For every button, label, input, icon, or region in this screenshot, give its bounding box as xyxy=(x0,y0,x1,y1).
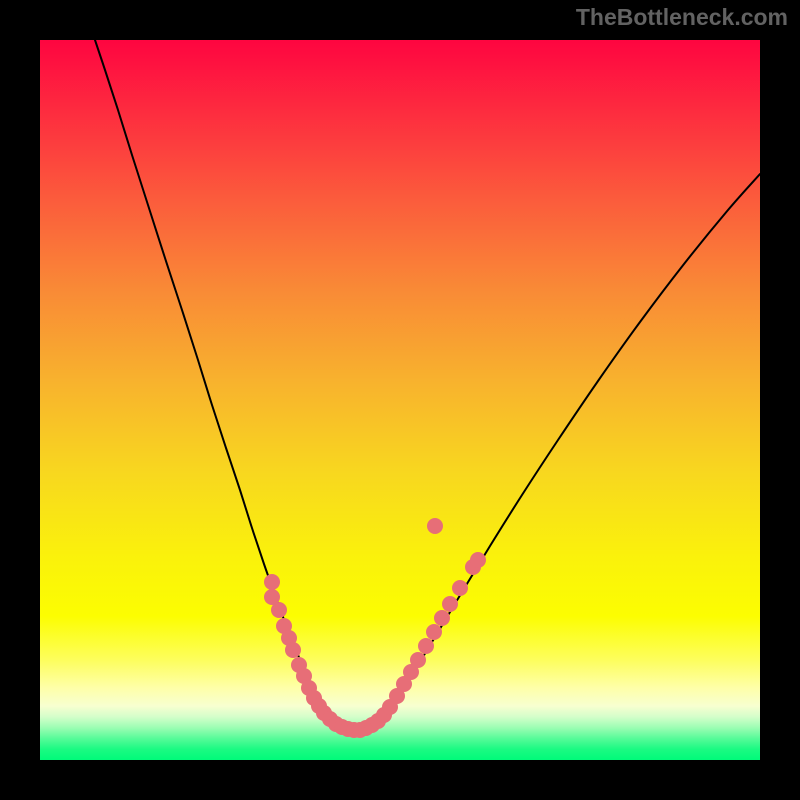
data-point xyxy=(434,610,450,626)
data-point xyxy=(452,580,468,596)
data-point xyxy=(410,652,426,668)
data-point xyxy=(264,574,280,590)
data-point xyxy=(285,642,301,658)
watermark-text: TheBottleneck.com xyxy=(576,4,788,31)
dot-cluster xyxy=(264,518,486,738)
data-point xyxy=(271,602,287,618)
curve-layer xyxy=(40,40,760,760)
bottleneck-curve xyxy=(95,40,760,730)
plot-area xyxy=(40,40,760,760)
data-point xyxy=(470,552,486,568)
data-point xyxy=(426,624,442,640)
data-point xyxy=(418,638,434,654)
data-point xyxy=(427,518,443,534)
data-point xyxy=(442,596,458,612)
canvas: TheBottleneck.com xyxy=(0,0,800,800)
